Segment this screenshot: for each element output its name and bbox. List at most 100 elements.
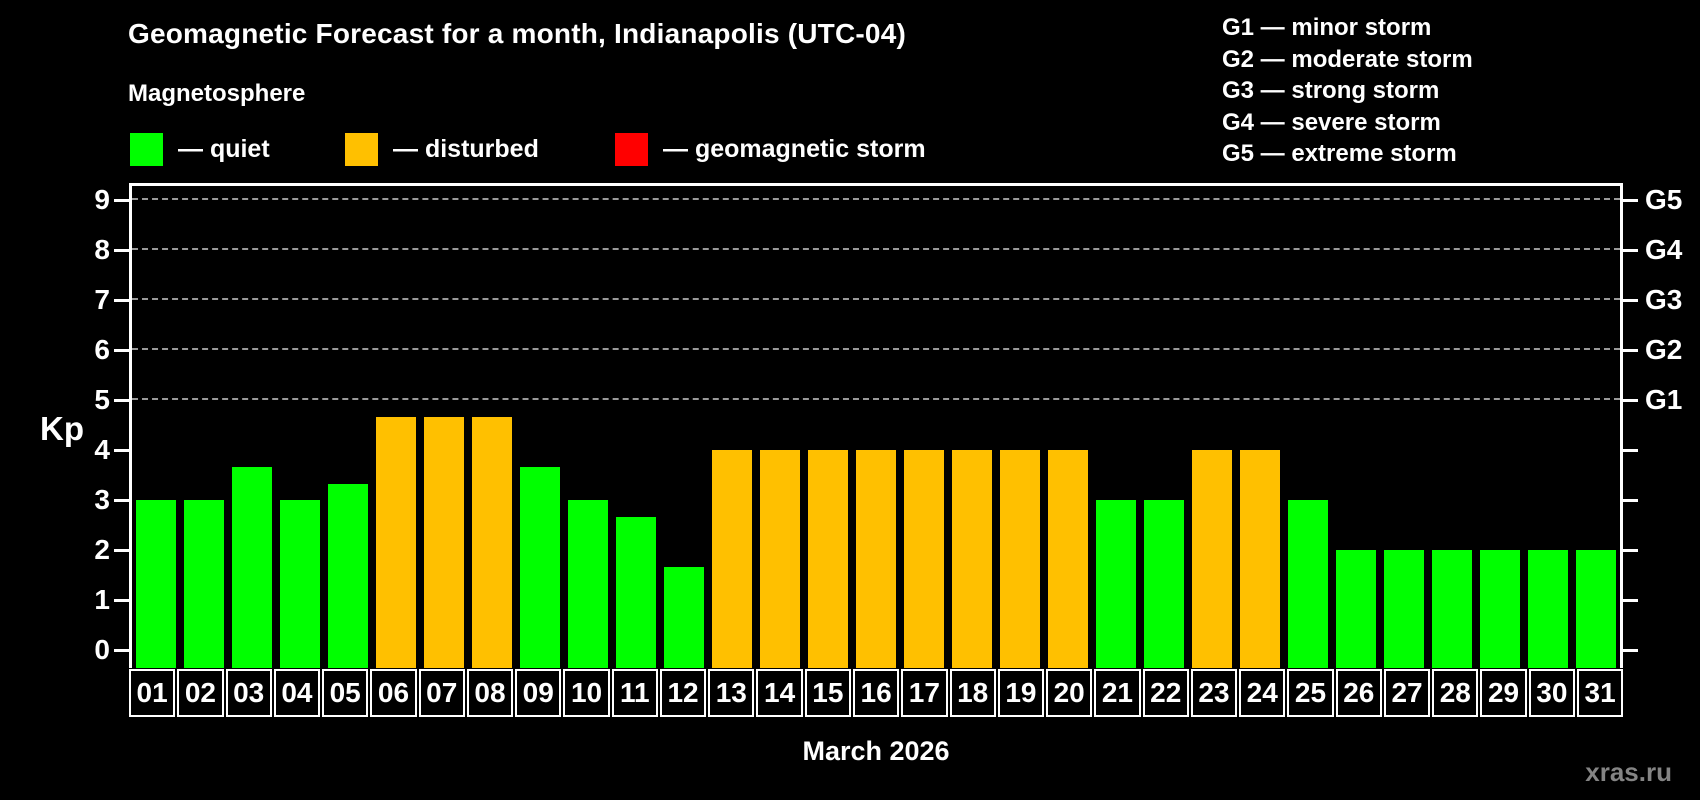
kp-bar-day-03	[232, 466, 272, 668]
y-axis-tick-left-4	[114, 448, 129, 452]
y-axis-tick-right-6	[1623, 348, 1638, 352]
day-label-box-26: 26	[1335, 669, 1382, 717]
day-label-box-07: 07	[418, 669, 465, 717]
y-axis-tick-left-1	[114, 598, 129, 602]
kp-bar-day-02	[184, 500, 224, 668]
kp-bar-day-08	[472, 416, 512, 668]
kp-bar-day-31	[1576, 550, 1616, 668]
legend-item-storm: — geomagnetic storm	[615, 133, 926, 166]
day-label-box-15: 15	[804, 669, 851, 717]
y-axis-tick-right-2	[1623, 548, 1638, 552]
y-axis-tick-label-1: 1	[94, 584, 110, 615]
g-legend-line: G3 — strong storm	[1222, 77, 1440, 104]
y-axis-tick-left-8	[114, 248, 129, 252]
x-axis-month-label: March 2026	[802, 736, 950, 766]
kp-bar-day-22	[1144, 500, 1184, 668]
day-label-box-12: 12	[659, 669, 707, 717]
g-level-label-G4: G4	[1645, 234, 1683, 265]
y-axis-tick-label-5: 5	[94, 384, 110, 415]
kp-bar-day-11	[616, 516, 656, 668]
day-label-box-05: 05	[322, 669, 369, 717]
day-label-box-20: 20	[1046, 669, 1093, 717]
day-label-box-31: 31	[1576, 669, 1624, 717]
kp-bar-day-19	[1000, 450, 1040, 668]
y-axis-tick-label-3: 3	[94, 484, 110, 515]
day-label-box-08: 08	[466, 669, 514, 717]
kp-bar-day-18	[952, 450, 992, 668]
y-axis-tick-left-3	[114, 498, 129, 502]
watermark-xras: xras.ru	[1585, 757, 1672, 787]
g-level-label-G3: G3	[1645, 284, 1683, 315]
kp-bar-day-07	[424, 416, 464, 668]
g-legend-line: G5 — extreme storm	[1222, 140, 1457, 167]
g-level-label-G5: G5	[1645, 184, 1683, 215]
kp-gridline-5	[132, 398, 1620, 400]
y-axis-tick-label-6: 6	[94, 334, 110, 365]
kp-bar-day-06	[376, 416, 416, 668]
g-legend-line: G1 — minor storm	[1222, 14, 1432, 41]
y-axis-tick-left-7	[114, 298, 129, 302]
legend-item-disturbed: — disturbed	[345, 133, 539, 166]
kp-bar-day-25	[1288, 500, 1328, 668]
g-level-label-G2: G2	[1645, 334, 1683, 365]
y-axis-tick-left-0	[114, 648, 129, 652]
y-axis-tick-right-7	[1623, 298, 1638, 302]
y-axis-tick-left-5	[114, 398, 129, 402]
kp-bar-day-23	[1192, 450, 1232, 668]
day-label-box-28: 28	[1432, 669, 1479, 717]
day-label-box-21: 21	[1094, 669, 1141, 717]
kp-bar-day-14	[760, 450, 800, 668]
kp-gridline-7	[132, 298, 1620, 300]
legend-swatch-storm	[615, 133, 648, 166]
kp-gridline-9	[132, 198, 1620, 200]
y-axis-tick-label-9: 9	[94, 184, 110, 215]
g-level-label-G1: G1	[1645, 384, 1683, 415]
y-axis-tick-label-2: 2	[94, 534, 110, 565]
y-axis-tick-right-9	[1623, 198, 1638, 202]
kp-bar-day-04	[280, 500, 320, 668]
y-axis-tick-label-0: 0	[94, 634, 110, 665]
kp-bar-day-13	[712, 450, 752, 668]
day-label-box-16: 16	[852, 669, 900, 717]
magnetosphere-label: Magnetosphere	[128, 80, 306, 107]
kp-bar-day-01	[136, 500, 176, 668]
y-axis-tick-right-8	[1623, 248, 1638, 252]
day-label-box-14: 14	[756, 669, 803, 717]
y-axis-tick-right-4	[1623, 448, 1638, 452]
legend-label: — disturbed	[393, 135, 539, 163]
g-legend-line: G4 — severe storm	[1222, 108, 1441, 136]
day-label-box-17: 17	[901, 669, 948, 717]
kp-bar-day-12	[664, 566, 704, 668]
kp-bar-day-24	[1240, 450, 1280, 668]
kp-bar-day-26	[1336, 550, 1376, 668]
legend-label: — geomagnetic storm	[663, 135, 926, 163]
day-label-box-24: 24	[1239, 669, 1286, 717]
legend-item-quiet: — quiet	[130, 133, 270, 166]
kp-bar-day-15	[808, 450, 848, 668]
day-label-box-09: 09	[515, 669, 562, 717]
day-label-box-13: 13	[708, 669, 755, 717]
y-axis-tick-label-8: 8	[94, 234, 110, 265]
kp-gridline-6	[132, 348, 1620, 350]
kp-gridline-8	[132, 248, 1620, 250]
y-axis-tick-left-9	[114, 198, 129, 202]
day-label-box-10: 10	[563, 669, 610, 717]
day-label-box-03: 03	[225, 669, 272, 717]
plot-area	[129, 183, 1623, 668]
day-label-box-29: 29	[1480, 669, 1527, 717]
day-label-box-06: 06	[370, 669, 417, 717]
day-label-box-19: 19	[997, 669, 1045, 717]
y-axis-tick-label-7: 7	[94, 284, 110, 315]
day-label-box-27: 27	[1383, 669, 1431, 717]
day-label-box-02: 02	[177, 669, 224, 717]
day-label-box-04: 04	[273, 669, 321, 717]
legend-swatch-quiet	[130, 133, 163, 166]
legend-swatch-disturbed	[345, 133, 378, 166]
kp-axis-label: Kp	[40, 410, 84, 447]
day-label-box-18: 18	[949, 669, 996, 717]
y-axis-tick-right-0	[1623, 648, 1638, 652]
kp-bar-day-20	[1048, 450, 1088, 668]
day-label-box-22: 22	[1142, 669, 1189, 717]
kp-bar-day-17	[904, 450, 944, 668]
